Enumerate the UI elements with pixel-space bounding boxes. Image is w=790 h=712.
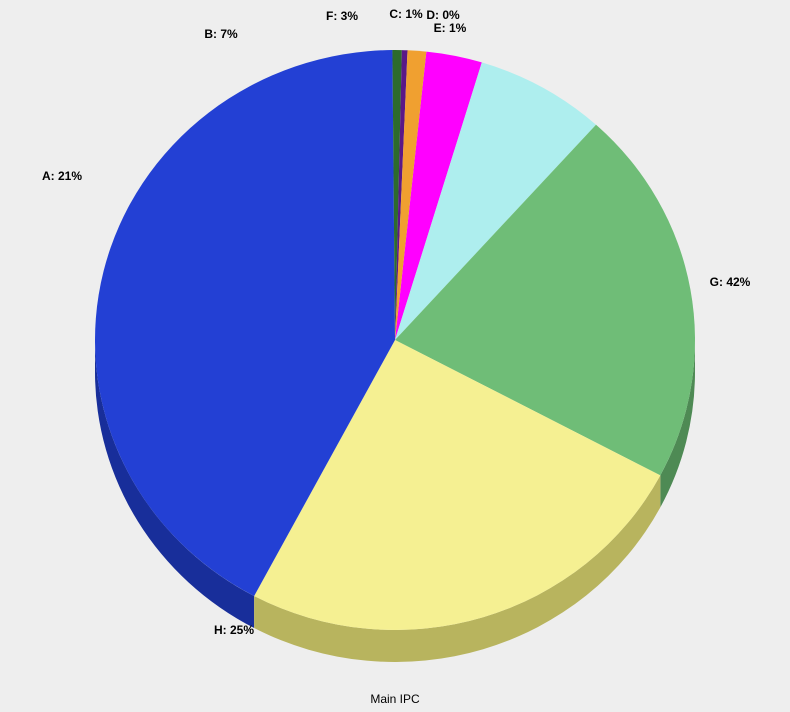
chart-title: Main IPC (370, 692, 419, 706)
pie-chart: F: 3%B: 7%A: 21%H: 25%G: 42%E: 1%D: 0%C:… (0, 0, 790, 712)
pie-svg (0, 0, 790, 712)
pie-tops (95, 50, 695, 630)
